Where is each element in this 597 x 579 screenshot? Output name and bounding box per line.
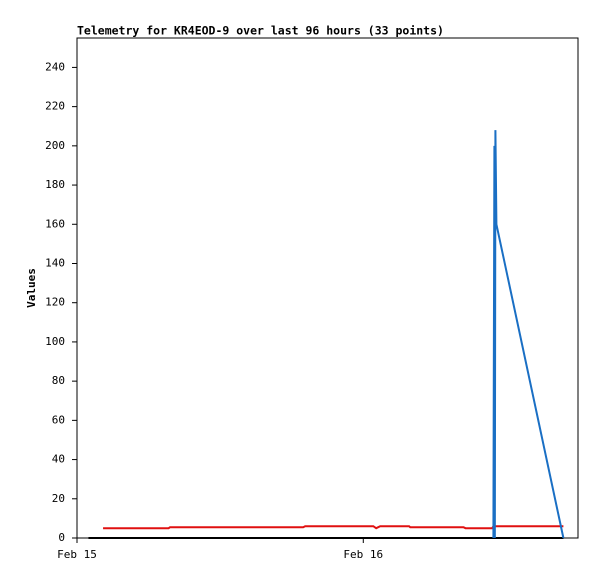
chart-title: Telemetry for KR4EOD-9 over last 96 hour…	[77, 24, 444, 38]
series-line	[492, 130, 565, 539]
y-tick-label: 40	[52, 453, 65, 466]
series-line	[103, 525, 564, 530]
y-tick-label: 180	[45, 178, 65, 191]
y-tick-label: 80	[52, 374, 65, 387]
y-tick-label: 160	[45, 217, 65, 230]
y-tick-label: 100	[45, 335, 65, 348]
y-tick-label: 240	[45, 60, 65, 73]
plot-frame	[76, 37, 579, 539]
y-tick-label: 0	[58, 531, 65, 544]
y-tick-label: 20	[52, 492, 65, 505]
y-tick-label: 60	[52, 413, 65, 426]
y-tick-label: 120	[45, 296, 65, 309]
y-tick-label: 220	[45, 100, 65, 113]
x-tick-label: Feb 15	[57, 548, 97, 561]
y-tick-label: 200	[45, 139, 65, 152]
y-tick-label: 140	[45, 256, 65, 269]
y-axis-label: Values	[25, 268, 38, 308]
x-tick-label: Feb 16	[343, 548, 383, 561]
